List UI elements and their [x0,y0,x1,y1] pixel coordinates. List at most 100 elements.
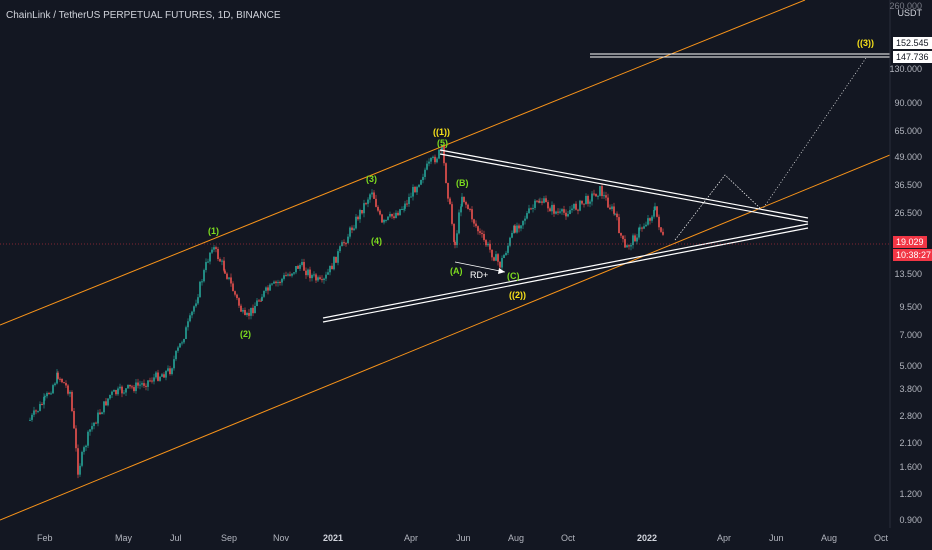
wave-b-label[interactable]: (B) [456,178,469,188]
price-label: 5.000 [899,361,922,371]
candle-body [418,184,420,187]
candle-body [261,296,263,301]
candle-body [271,283,273,285]
candle-body [50,393,52,395]
projection-dotted-line[interactable] [761,57,867,211]
candle-body [250,307,252,316]
candle-body [414,186,416,193]
wave-5-label[interactable]: (5) [437,138,448,148]
candle-body [293,272,295,274]
candle-body [117,388,119,395]
candle-body [609,207,611,210]
wave-3-label[interactable]: (3) [366,174,377,184]
candle-body [343,242,345,244]
candle-body [59,378,61,380]
wave-big-2-label[interactable]: ((2)) [509,290,526,300]
candle-body [69,391,71,394]
candle-body [289,274,291,276]
candle-body [499,261,501,268]
candle-body [177,347,179,351]
candle-body [248,312,250,316]
candle-body [645,224,647,227]
price-label: 26.500 [894,208,922,218]
candle-body [497,254,499,262]
time-label: 2022 [637,533,658,543]
candle-body [493,257,495,261]
triangle-lower-line[interactable] [322,223,809,323]
candle-body [653,209,655,217]
candle-body [639,227,641,229]
candle-body [273,281,275,284]
rd-divergence-line[interactable] [454,261,506,273]
candle-body [541,201,543,203]
target-low-badge[interactable]: 147.736 [893,51,932,63]
candle-body [52,385,54,394]
candle-body [149,380,151,382]
candle-body [656,206,658,217]
candle-body [445,163,447,183]
wave-2-label[interactable]: (2) [240,329,251,339]
candle-body [325,274,327,279]
candle-body [303,261,305,271]
candle-body [369,194,371,200]
candle-body [93,422,95,427]
channel-upper-line[interactable] [0,0,806,326]
candle-body [467,204,469,210]
candle-body [361,209,363,214]
candle-body [481,232,483,234]
wave-c-label[interactable]: (C) [507,271,520,281]
wave-1-label[interactable]: (1) [208,226,219,236]
candle-body [503,255,505,258]
time-label: Sep [221,533,238,543]
candle-body [71,391,73,412]
wave-big-1-label[interactable]: ((1)) [433,127,450,137]
candle-body [599,186,601,196]
candle-body [305,270,307,276]
candle-body [133,387,135,392]
candle-body [408,196,410,205]
candle-body [77,448,79,475]
candle-body [561,209,563,212]
price-label: 130.000 [889,64,922,74]
candle-body [165,370,167,378]
channel-lower-line[interactable] [0,154,891,521]
candle-body [175,350,177,360]
candle-body [539,201,541,203]
candle-body [571,208,573,211]
candle-body [256,300,258,306]
candle-body [44,396,46,398]
candle-body [269,284,271,291]
candle-body [137,382,139,386]
current-price-badge[interactable]: 19.029 [893,236,927,248]
candle-body [89,429,91,432]
candle-body [451,204,453,224]
candle-body [624,239,626,248]
candle-body [589,201,591,204]
price-label: 1.200 [899,489,922,499]
candle-body [83,447,85,452]
candle-body [219,258,221,262]
candle-body [460,206,462,213]
candle-body [424,169,426,177]
candle-body [513,225,515,233]
candle-body [638,227,640,238]
rd-divergence-label[interactable]: RD+ [470,270,489,280]
candle-body [385,219,387,221]
target-high-badge[interactable]: 152.545 [893,37,932,49]
candle-body [211,249,213,253]
projection-path[interactable] [674,174,763,241]
candle-body [534,200,536,208]
currency-label[interactable]: USDT [897,8,923,18]
triangle-upper-line[interactable] [439,149,809,223]
candle-body [441,145,443,151]
wave-4-label[interactable]: (4) [371,236,382,246]
wave-big-3-label[interactable]: ((3)) [857,38,874,48]
candle-body [567,214,569,217]
candle-body [252,307,254,314]
wave-a-label[interactable]: (A) [450,266,463,276]
candle-body [161,374,163,377]
candle-body [471,209,473,220]
candle-body [191,311,193,316]
candle-body [432,156,434,158]
